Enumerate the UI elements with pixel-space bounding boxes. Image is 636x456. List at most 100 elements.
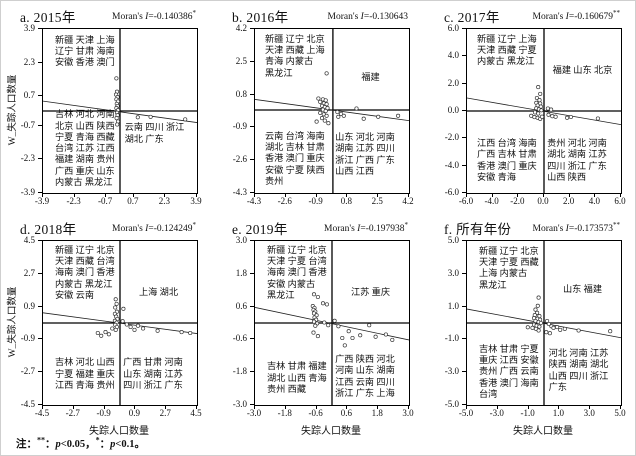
morans-equals: =	[148, 224, 154, 234]
province-line: 重庆 江西 安徽	[479, 355, 539, 366]
regression-trend-line	[43, 100, 197, 123]
province-line: 天津 宁夏 西藏	[479, 257, 539, 268]
province-line: 浙江 广东 上海	[335, 387, 395, 398]
x-tick-mark	[408, 193, 409, 197]
y-tick-label: -1.8	[232, 366, 247, 377]
morans-symbol: I	[565, 224, 569, 234]
x-tick-mark	[42, 193, 43, 197]
x-tick-mark	[496, 405, 498, 409]
province-line: 上海 湖北	[138, 286, 179, 297]
data-point	[534, 95, 539, 101]
quadrant-label-upper-left: 新疆 辽宁 北京 天津 宁夏 西藏 上海 内蒙古 黑龙江	[479, 246, 539, 291]
quadrant-label-lower-left: 吉林 河北 河南 北京 山西 陕西 宁夏 青海 西藏 台湾 江苏 江西 福建 湖南 贵州…	[55, 109, 115, 188]
regression-trend-line	[467, 308, 621, 339]
province-line: 四川 浙江 广东	[123, 379, 183, 390]
data-point	[595, 116, 600, 121]
data-point	[390, 337, 395, 342]
y-tick-mark	[250, 371, 254, 373]
morans-number: -0.130643	[369, 12, 408, 22]
y-tick-label: 3.0	[235, 235, 247, 245]
x-tick-mark	[346, 405, 348, 409]
data-point	[113, 297, 118, 302]
data-point	[183, 117, 188, 122]
data-point	[336, 324, 341, 329]
data-point	[336, 114, 341, 119]
quadrant-label-lower-right: 广西 甘肃 河南 山东 湖南 江苏 四川 浙江 广东	[123, 357, 183, 391]
data-point	[358, 333, 363, 338]
y-tick-label: -1.0	[444, 333, 459, 344]
x-tick-label: 4.2	[402, 196, 414, 206]
regression-trend-line	[467, 97, 621, 126]
y-tick-label: 6.0	[447, 23, 459, 33]
province-line: 天津 西藏 上海	[265, 45, 325, 56]
data-point	[546, 321, 551, 327]
data-point	[525, 325, 530, 330]
data-point	[376, 114, 381, 119]
y-tick-mark	[38, 272, 42, 274]
morans-number: -0.124249	[153, 224, 193, 234]
quadrant-label-upper-left: 新疆 天津 上海 辽宁 甘肃 海南 安徽 香港 澳门	[55, 35, 115, 69]
y-tick-mark	[250, 192, 254, 193]
x-tick-mark	[73, 193, 75, 197]
y-tick-mark	[462, 55, 466, 57]
data-point	[128, 324, 133, 330]
y-tick-mark	[250, 338, 254, 340]
province-line: 台湾 江苏 江西	[55, 143, 115, 154]
province-line: 宁夏 福建 重庆	[55, 368, 115, 379]
y-tick-label: 3.0	[447, 267, 459, 278]
y-axis-label: W_失踪人口数量	[8, 74, 18, 146]
scatter-svg	[43, 29, 197, 193]
data-point	[135, 115, 140, 120]
x-tick-label: -4.3	[246, 196, 262, 206]
data-point	[537, 324, 542, 329]
morans-number: -0.197938	[365, 224, 405, 234]
x-tick-label: -5.0	[458, 408, 474, 418]
panel-title: f. 所有年份	[444, 222, 512, 237]
data-point	[546, 112, 551, 117]
footnote-rel-2: <0.1。	[115, 439, 145, 450]
data-point	[324, 71, 329, 76]
y-tick-label: -3.0	[444, 366, 459, 377]
y-tick-mark	[462, 272, 466, 274]
data-point	[155, 328, 160, 333]
panel-title: b. 2016年	[232, 10, 289, 25]
y-tick-label: -0.9	[232, 121, 247, 132]
morans-significance-stars: *	[192, 220, 197, 229]
quadrant-label-upper-left: 新疆 辽宁 北京 天津 西藏 台湾 海南 澳门 香港 内蒙古 黑龙江 安徽 云南	[55, 245, 115, 301]
province-line: 内蒙古 黑龙江	[55, 176, 113, 187]
province-line: 河南 山东 湖南	[335, 365, 395, 376]
x-tick-mark	[543, 193, 544, 197]
data-point	[113, 305, 118, 310]
y-tick-mark	[462, 240, 466, 241]
quadrant-label-lower-left: 云南 台湾 海南 湖北 吉林 甘肃 香港 澳门 重庆 安徽 宁夏 陕西 贵州	[265, 131, 325, 187]
data-point	[325, 106, 330, 111]
province-line: 贵州 河北 河南	[547, 138, 607, 149]
y-tick-mark	[250, 126, 254, 128]
plot-area: 新疆 辽宁 北京 天津 宁夏 西藏 上海 内蒙古 黑龙江 山东 福建 吉林 甘肃 宁夏 重庆…	[466, 240, 622, 406]
x-axis-label: 失踪人口数量	[301, 426, 361, 437]
morans-significance-stars: **	[613, 220, 620, 229]
x-tick-mark	[527, 405, 529, 409]
y-tick-mark	[462, 305, 466, 307]
y-tick-label: 0.8	[235, 88, 247, 99]
province-line: 湖北 吉林 甘肃	[265, 142, 325, 153]
data-point	[545, 318, 550, 324]
data-point	[314, 119, 319, 124]
province-line: 云南 台湾 海南	[265, 130, 325, 141]
morans-i-value: Moran's I=-0.197938*	[324, 221, 408, 234]
province-line: 宁夏 青海 西藏	[55, 131, 115, 142]
province-line: 湖北 广东	[124, 133, 164, 144]
data-point	[553, 114, 558, 119]
morans-prefix: Moran's	[112, 224, 146, 234]
data-point	[538, 91, 543, 96]
y-tick-mark	[38, 404, 42, 405]
data-point	[576, 328, 581, 333]
province-line: 河北 河南 江苏	[548, 348, 609, 359]
data-point	[113, 327, 118, 332]
data-point	[536, 85, 541, 90]
x-tick-mark	[196, 405, 197, 409]
plot-area: 新疆 天津 上海 辽宁 甘肃 海南 安徽 香港 澳门吉林 河北 河南 北京 山西 陕西…	[42, 28, 198, 194]
province-line: 安徽 宁夏 陕西	[265, 164, 325, 175]
province-line: 吉林 甘肃 福建	[267, 361, 327, 372]
